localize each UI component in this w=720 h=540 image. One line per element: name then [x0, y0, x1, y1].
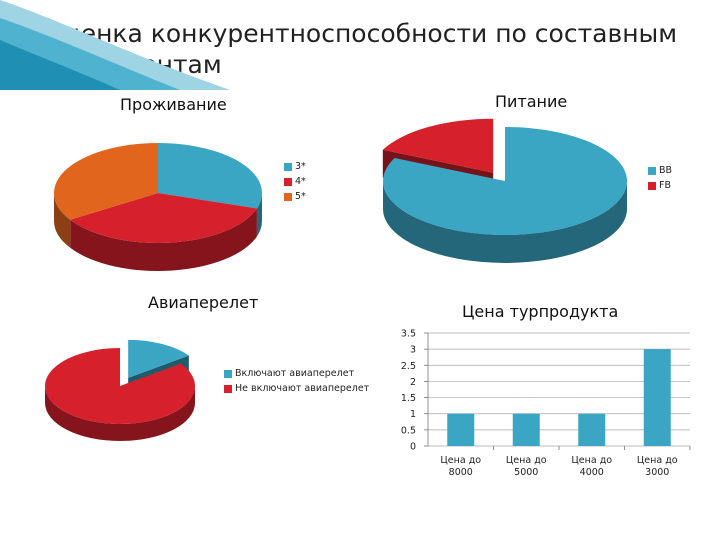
y-tick-label: 3	[410, 345, 416, 356]
chart-title-flight: Авиаперелет	[148, 293, 259, 312]
accommodation-pie-slice-side-0	[256, 193, 262, 237]
bar-3	[643, 349, 671, 446]
accommodation-pie-slice-side-1	[70, 208, 257, 271]
accommodation-pie-slice-1	[70, 193, 257, 243]
meals-pie-slice-0	[383, 127, 627, 235]
x-tick-label: Цена до 5000	[506, 455, 547, 478]
accommodation-pie-slice-side-2	[54, 193, 71, 248]
legend-label: 3*	[295, 161, 306, 172]
accommodation-pie-slice-0	[158, 143, 262, 209]
legend-item-fb: FB	[648, 178, 672, 193]
y-tick-label: 1	[410, 409, 416, 420]
y-tick-label: 1.5	[401, 393, 416, 404]
y-tick-label: 2.5	[401, 361, 416, 372]
legend-meals: BB FB	[648, 163, 672, 193]
legend-swatch	[284, 177, 292, 186]
meals-pie-slice-1	[382, 118, 494, 173]
chart-title-meals: Питание	[495, 92, 568, 111]
accommodation-pie-slice-2	[54, 143, 158, 220]
legend-item-bb: BB	[648, 163, 672, 178]
legend-swatch	[284, 162, 292, 171]
bar-2	[578, 413, 606, 446]
chart-title-price: Цена турпродукта	[462, 302, 619, 321]
legend-label: BB	[659, 165, 673, 176]
legend-label: Включают авиаперелет	[235, 368, 355, 379]
legend-label: Не включают авиаперелет	[235, 383, 370, 394]
legend-item-without-flight: Не включают авиаперелет	[224, 381, 369, 396]
legend-accommodation: 3* 4* 5*	[284, 159, 306, 204]
x-tick-label: Цена до 8000	[440, 455, 481, 478]
y-tick-label: 3.5	[401, 329, 416, 340]
flight-pie-slice-side-1	[45, 386, 195, 441]
y-tick-label: 0.5	[401, 425, 416, 436]
legend-swatch	[284, 192, 292, 201]
legend-label: FB	[659, 180, 671, 191]
bar-0	[447, 413, 475, 446]
bar-1	[512, 413, 540, 446]
decorative-swoosh	[0, 0, 230, 90]
legend-item-with-flight: Включают авиаперелет	[224, 366, 369, 381]
flight-pie-slice-1	[45, 348, 196, 425]
legend-swatch	[224, 369, 232, 378]
legend-label: 4*	[295, 176, 306, 187]
x-tick-label: Цена до 4000	[571, 455, 612, 478]
meals-pie-slice-side-0	[383, 181, 627, 263]
legend-item-4star: 4*	[284, 174, 306, 189]
legend-swatch	[648, 181, 656, 190]
chart-title-accommodation: Проживание	[120, 95, 227, 114]
legend-swatch	[224, 384, 232, 393]
flight-pie-slice-0	[128, 339, 189, 378]
legend-label: 5*	[295, 191, 306, 202]
legend-swatch	[648, 166, 656, 175]
y-tick-label: 0	[410, 442, 416, 453]
legend-item-3star: 3*	[284, 159, 306, 174]
legend-item-5star: 5*	[284, 189, 306, 204]
y-tick-label: 2	[410, 377, 416, 388]
x-tick-label: Цена до 3000	[637, 455, 678, 478]
legend-flight: Включают авиаперелет Не включают авиапер…	[224, 366, 369, 396]
